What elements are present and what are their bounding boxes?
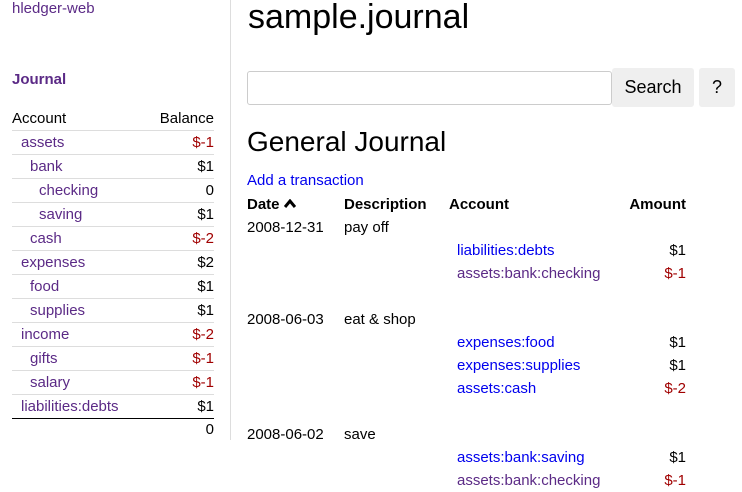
posting-amount: $-1: [664, 265, 686, 282]
account-link[interactable]: saving: [39, 205, 83, 223]
amount-header: Amount: [629, 196, 686, 213]
posting-amount: $1: [669, 357, 686, 374]
posting-account-link[interactable]: assets:cash: [457, 380, 537, 397]
posting-row: assets:cash $-2: [247, 377, 686, 400]
account-row: expenses $2: [12, 249, 214, 274]
posting-row: expenses:food $1: [247, 331, 686, 354]
transaction-description: pay off: [344, 219, 389, 236]
account-balance: $1: [145, 153, 214, 178]
account-balance: $1: [145, 297, 214, 322]
search-button[interactable]: Search: [612, 68, 694, 107]
posting-account-link[interactable]: assets:bank:saving: [457, 449, 585, 466]
account-link[interactable]: liabilities:debts: [21, 397, 119, 415]
account-balance: $-1: [145, 129, 214, 154]
transaction-row: 2008-06-03 eat & shop: [247, 308, 686, 331]
transaction-description: eat & shop: [344, 311, 416, 328]
posting-amount: $1: [669, 334, 686, 351]
page-title: sample.journal: [248, 0, 470, 36]
account-row: assets $-1: [12, 129, 214, 154]
account-link[interactable]: income: [21, 325, 70, 343]
account-row: food $1: [12, 273, 214, 298]
account-header: Account: [12, 109, 67, 127]
transaction-date: 2008-12-31: [247, 219, 324, 236]
account-row: gifts $-1: [12, 345, 214, 370]
journal-table: Date Description Account Amount 2008-12-…: [247, 193, 686, 492]
posting-row: expenses:supplies $1: [247, 354, 686, 377]
posting-amount: $1: [669, 449, 686, 466]
account-row: income $-2: [12, 321, 214, 346]
journal-link[interactable]: Journal: [12, 71, 67, 88]
account-link[interactable]: food: [30, 277, 60, 295]
search-input[interactable]: [247, 71, 612, 105]
account-link[interactable]: salary: [30, 373, 71, 391]
account-balance: $-1: [145, 369, 214, 394]
account-balance: $2: [145, 249, 214, 274]
balance-header: Balance: [159, 109, 214, 127]
posting-row: assets:bank:saving $1: [247, 446, 686, 469]
posting-row: assets:bank:checking $-1: [247, 262, 686, 285]
posting-account-link[interactable]: liabilities:debts: [457, 242, 555, 259]
account-row: checking 0: [12, 177, 214, 202]
account-link[interactable]: assets: [21, 133, 65, 151]
account-link[interactable]: cash: [30, 229, 62, 247]
account-header: Account: [449, 196, 509, 213]
account-row: bank $1: [12, 153, 214, 178]
account-row: salary $-1: [12, 369, 214, 394]
chevron-up-icon: [283, 198, 296, 208]
transaction-description: save: [344, 426, 376, 443]
account-balance: 0: [145, 177, 214, 202]
account-row: saving $1: [12, 201, 214, 226]
transaction-date: 2008-06-02: [247, 426, 324, 443]
brand-link[interactable]: hledger-web: [12, 0, 95, 17]
total-label: [12, 417, 146, 440]
account-balance: $-2: [145, 321, 214, 346]
account-link[interactable]: checking: [39, 181, 99, 199]
account-balance: $-2: [145, 225, 214, 250]
posting-account-link[interactable]: expenses:food: [457, 334, 555, 351]
account-balance: $1: [145, 273, 214, 298]
date-header[interactable]: Date: [247, 193, 344, 216]
sidebar-divider: [230, 0, 231, 440]
add-transaction-link[interactable]: Add a transaction: [247, 172, 364, 189]
posting-amount: $-2: [664, 380, 686, 397]
account-row: cash $-2: [12, 225, 214, 250]
posting-row: liabilities:debts $1: [247, 239, 686, 262]
transaction-date: 2008-06-03: [247, 311, 324, 328]
transaction-row: 2008-12-31 pay off: [247, 216, 686, 239]
account-row: liabilities:debts $1: [12, 393, 214, 418]
posting-account-link[interactable]: expenses:supplies: [457, 357, 581, 374]
help-button[interactable]: ?: [699, 68, 735, 107]
account-link[interactable]: supplies: [30, 301, 86, 319]
accounts-table: Account Balance assets $-1 bank $1 checking 0…: [12, 107, 214, 440]
transaction-row: 2008-06-02 save: [247, 423, 686, 446]
account-link[interactable]: gifts: [30, 349, 58, 367]
account-balance: $1: [145, 201, 214, 226]
account-balance: $-1: [145, 345, 214, 370]
description-header: Description: [344, 196, 427, 213]
journal-heading: General Journal: [247, 126, 447, 157]
account-link[interactable]: bank: [30, 157, 63, 175]
account-balance: $1: [145, 393, 214, 418]
account-row: supplies $1: [12, 297, 214, 322]
total-balance: 0: [145, 417, 214, 440]
account-link[interactable]: expenses: [21, 253, 86, 271]
posting-account-link[interactable]: assets:bank:checking: [457, 265, 601, 282]
posting-amount: $1: [669, 242, 686, 259]
